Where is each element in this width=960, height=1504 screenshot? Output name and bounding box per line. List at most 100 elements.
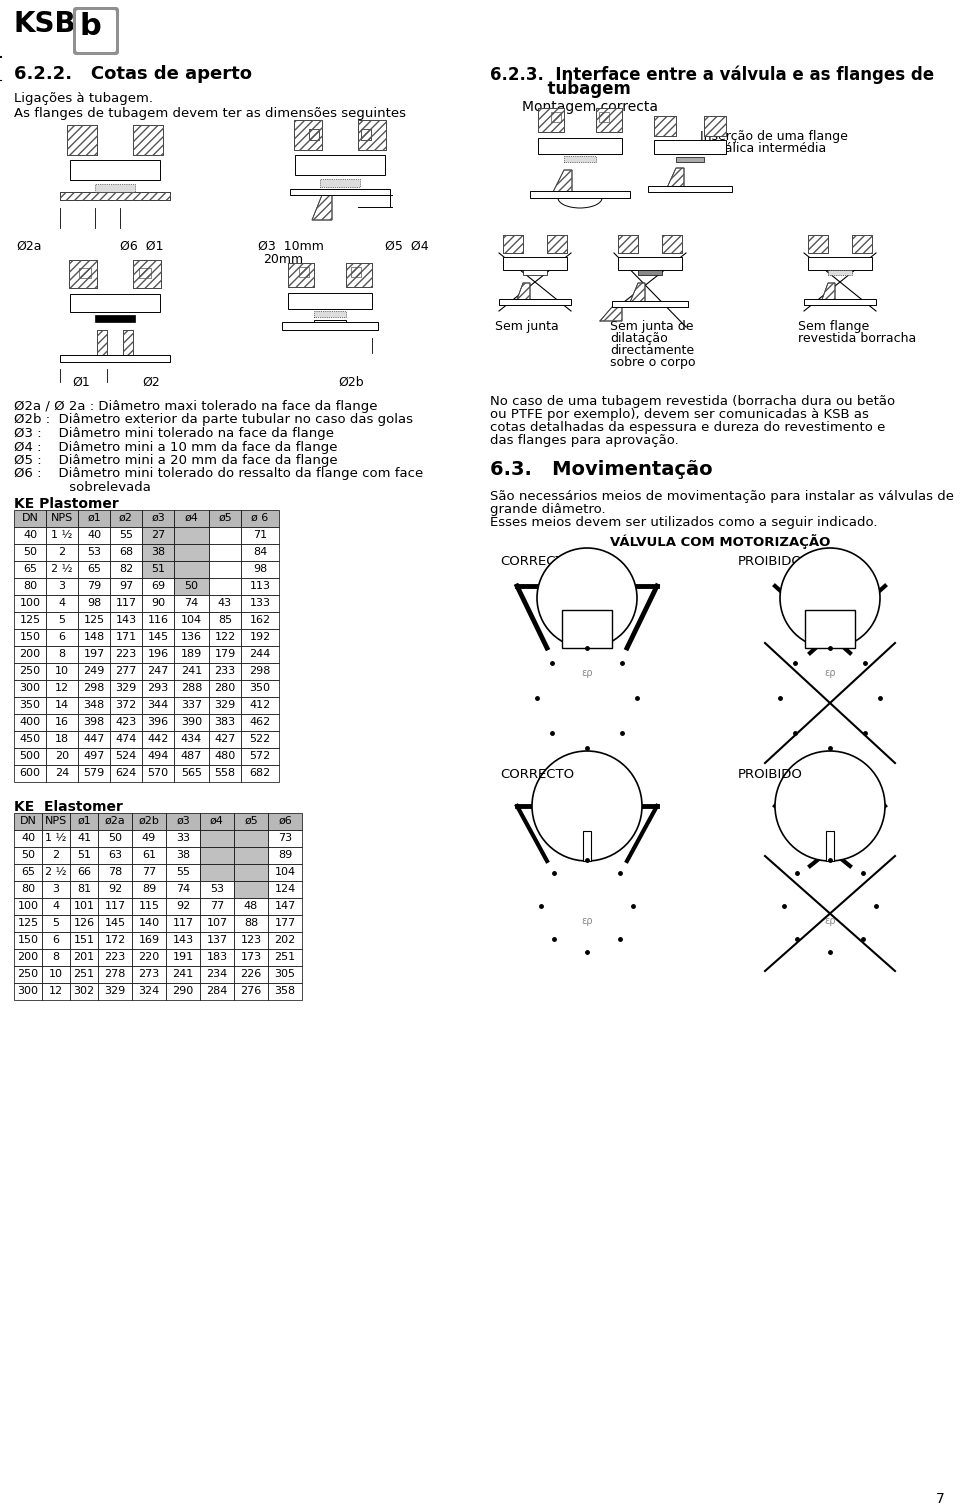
Text: 40: 40	[21, 833, 36, 844]
Text: 78: 78	[108, 866, 122, 877]
Bar	[166, 814, 200, 830]
Bar	[268, 863, 302, 881]
Bar	[538, 108, 564, 132]
Text: 226: 226	[240, 969, 262, 979]
Bar	[142, 629, 174, 647]
Text: 2 ½: 2 ½	[51, 564, 73, 575]
Bar	[852, 235, 872, 253]
Text: 290: 290	[173, 987, 194, 996]
Bar	[209, 596, 241, 612]
Text: b: b	[80, 12, 102, 41]
Bar	[804, 299, 876, 305]
Text: 288: 288	[180, 683, 203, 693]
Text: 2 ½: 2 ½	[45, 866, 67, 877]
Bar	[234, 830, 268, 847]
Text: 145: 145	[105, 917, 126, 928]
Bar	[241, 544, 279, 561]
Text: 329: 329	[214, 699, 235, 710]
Bar	[70, 830, 98, 847]
Text: ερ: ερ	[581, 916, 593, 926]
Bar	[314, 320, 346, 325]
Bar	[78, 578, 110, 596]
Bar	[241, 510, 279, 526]
Text: 80: 80	[23, 581, 37, 591]
Bar	[241, 663, 279, 680]
Bar	[78, 596, 110, 612]
Text: 6.3.   Movimentação: 6.3. Movimentação	[490, 460, 712, 478]
Bar	[78, 544, 110, 561]
Text: directamente: directamente	[610, 344, 694, 356]
Text: ø5: ø5	[218, 513, 232, 523]
Bar	[110, 561, 142, 578]
Text: 344: 344	[148, 699, 169, 710]
Bar	[110, 663, 142, 680]
Bar	[14, 714, 46, 731]
Text: 10: 10	[49, 969, 63, 979]
Text: 570: 570	[148, 769, 169, 778]
Bar	[209, 612, 241, 629]
Bar	[209, 696, 241, 714]
Text: ερ: ερ	[581, 668, 593, 678]
Text: 3: 3	[59, 581, 65, 591]
Text: 92: 92	[108, 884, 122, 893]
Bar	[98, 932, 132, 949]
Bar	[42, 949, 70, 966]
Bar	[14, 847, 42, 863]
Bar	[14, 814, 42, 830]
Text: 273: 273	[138, 969, 159, 979]
Bar	[42, 984, 70, 1000]
Bar	[110, 510, 142, 526]
Bar	[98, 830, 132, 847]
Bar	[78, 612, 110, 629]
Text: 126: 126	[73, 917, 95, 928]
Bar	[110, 578, 142, 596]
Bar	[142, 766, 174, 782]
Bar	[14, 966, 42, 984]
Text: 1 ½: 1 ½	[45, 833, 66, 844]
Text: 277: 277	[115, 666, 136, 675]
Bar	[79, 132, 91, 144]
Bar	[46, 578, 78, 596]
Bar	[852, 235, 872, 253]
Text: 123: 123	[240, 935, 261, 945]
Bar	[14, 949, 42, 966]
Text: 3: 3	[53, 884, 60, 893]
Bar	[110, 714, 142, 731]
Text: 51: 51	[77, 850, 91, 860]
Text: 298: 298	[84, 683, 105, 693]
Text: KE Plastomer: KE Plastomer	[14, 496, 119, 511]
Bar	[828, 271, 852, 275]
Bar	[174, 596, 209, 612]
Bar	[209, 680, 241, 696]
Bar	[42, 898, 70, 914]
Text: Ø2: Ø2	[142, 376, 159, 390]
Bar	[551, 111, 561, 122]
Bar	[142, 561, 174, 578]
Text: 7: 7	[936, 1492, 945, 1504]
Text: Esses meios devem ser utilizados como a seguir indicado.: Esses meios devem ser utilizados como a …	[490, 516, 877, 529]
Text: 71: 71	[252, 529, 267, 540]
Text: grande diâmetro.: grande diâmetro.	[490, 502, 606, 516]
Bar	[46, 766, 78, 782]
Polygon shape	[628, 283, 645, 307]
Bar	[132, 830, 166, 847]
Bar	[46, 731, 78, 747]
Bar	[14, 561, 46, 578]
Bar	[209, 714, 241, 731]
Circle shape	[780, 547, 880, 648]
Bar	[599, 111, 609, 122]
Text: Sem junta: Sem junta	[495, 320, 559, 332]
Bar	[142, 731, 174, 747]
Bar	[209, 647, 241, 663]
Bar	[234, 847, 268, 863]
Text: 171: 171	[115, 632, 136, 642]
Polygon shape	[550, 170, 572, 199]
Text: 5: 5	[53, 917, 60, 928]
Bar	[70, 898, 98, 914]
Text: 6.2.3.  Interface entre a válvula e as flanges de: 6.2.3. Interface entre a válvula e as fl…	[490, 65, 934, 84]
Text: 223: 223	[115, 650, 136, 659]
Bar	[808, 257, 872, 271]
Text: Ø4 :    Diâmetro mini a 10 mm da face da flange: Ø4 : Diâmetro mini a 10 mm da face da fl…	[14, 441, 338, 454]
Text: 137: 137	[206, 935, 228, 945]
Bar	[78, 663, 110, 680]
